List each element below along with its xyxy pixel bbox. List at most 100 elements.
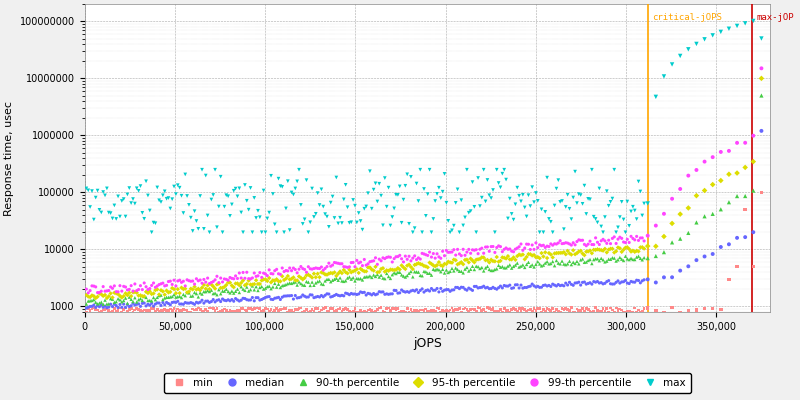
- Point: [438, 261, 451, 267]
- Point: [509, 262, 522, 268]
- Point: [115, 198, 128, 204]
- Point: [738, 206, 751, 213]
- Point: [412, 260, 425, 266]
- Point: [594, 280, 607, 286]
- Point: [346, 308, 359, 314]
- Point: [140, 308, 153, 314]
- Point: [210, 305, 223, 312]
- Point: [274, 284, 286, 291]
- Point: [227, 308, 240, 314]
- Point: [80, 292, 93, 298]
- Point: [358, 206, 370, 212]
- Point: [502, 253, 514, 259]
- Point: [632, 248, 645, 254]
- Point: [115, 299, 128, 305]
- Point: [427, 287, 440, 294]
- Point: [338, 264, 350, 270]
- Point: [80, 286, 93, 292]
- Point: [318, 211, 331, 217]
- Point: [390, 306, 402, 313]
- Point: [614, 280, 626, 286]
- Point: [586, 241, 598, 248]
- Point: [339, 264, 352, 270]
- Point: [730, 23, 743, 29]
- Point: [248, 306, 261, 312]
- Point: [593, 241, 606, 248]
- Point: [461, 306, 474, 313]
- Point: [578, 259, 591, 266]
- Point: [416, 272, 429, 279]
- Point: [199, 298, 212, 304]
- Point: [434, 285, 447, 292]
- Point: [517, 247, 530, 254]
- Point: [378, 175, 391, 181]
- Point: [345, 219, 358, 226]
- Point: [266, 271, 279, 277]
- Point: [489, 266, 502, 273]
- Point: [586, 260, 598, 267]
- Point: [102, 301, 115, 307]
- Point: [509, 201, 522, 208]
- Point: [638, 200, 650, 207]
- Point: [158, 302, 171, 308]
- Point: [209, 277, 222, 283]
- Text: max-jOP: max-jOP: [757, 13, 794, 22]
- Point: [242, 276, 255, 282]
- Point: [594, 255, 607, 262]
- Point: [453, 251, 466, 257]
- Point: [115, 294, 128, 301]
- Point: [602, 202, 615, 209]
- Point: [170, 294, 182, 300]
- Point: [175, 301, 188, 307]
- Point: [576, 279, 589, 286]
- Point: [414, 166, 426, 173]
- Point: [397, 259, 410, 265]
- Point: [226, 201, 238, 208]
- Point: [254, 305, 266, 312]
- Point: [438, 270, 451, 276]
- Point: [322, 270, 335, 277]
- Point: [125, 305, 138, 311]
- Point: [594, 223, 607, 230]
- Point: [690, 167, 703, 173]
- Point: [542, 261, 555, 267]
- Point: [556, 282, 569, 288]
- Point: [93, 304, 106, 310]
- Point: [569, 251, 582, 258]
- Point: [262, 209, 275, 216]
- Point: [486, 187, 499, 193]
- Point: [427, 266, 440, 272]
- Point: [313, 278, 326, 284]
- Point: [318, 265, 331, 272]
- Point: [296, 292, 309, 298]
- Point: [518, 204, 531, 211]
- Point: [634, 255, 646, 262]
- Point: [617, 216, 630, 223]
- Point: [738, 140, 751, 146]
- Point: [558, 261, 570, 267]
- Point: [138, 293, 150, 299]
- Point: [371, 271, 384, 278]
- Point: [674, 268, 686, 274]
- Point: [317, 306, 330, 312]
- Point: [698, 36, 711, 42]
- Point: [755, 65, 768, 72]
- Point: [231, 193, 244, 200]
- Point: [328, 259, 341, 266]
- Point: [405, 174, 418, 180]
- Point: [395, 287, 408, 293]
- Point: [630, 277, 643, 284]
- Point: [450, 200, 462, 206]
- Point: [166, 281, 178, 288]
- Point: [615, 256, 628, 262]
- Point: [436, 263, 449, 269]
- Point: [569, 168, 582, 175]
- Point: [433, 266, 446, 273]
- Point: [102, 209, 115, 216]
- Point: [416, 307, 429, 313]
- Point: [451, 266, 464, 273]
- Point: [399, 274, 412, 280]
- Point: [315, 281, 328, 287]
- Point: [274, 306, 286, 313]
- Point: [565, 261, 578, 268]
